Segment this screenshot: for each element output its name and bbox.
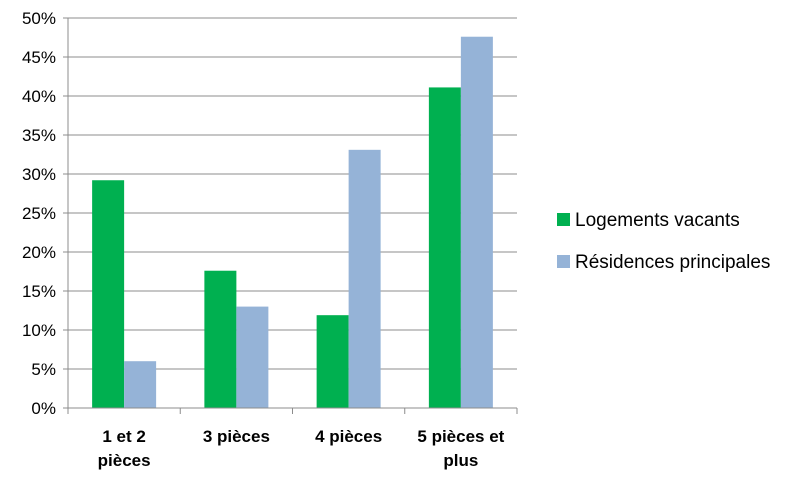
y-axis-tick-labels: 0% 5% 10% 15% 20% 25% 30% 35% 40% 45% 50% xyxy=(22,9,56,418)
bar-residences-principales xyxy=(348,149,381,408)
x-axis-category-labels: 1 et 2 pièces 3 pièces 4 pièces 5 pièces et p… xyxy=(98,427,505,470)
y-tick-label: 50% xyxy=(22,9,56,28)
bar-residences-principales xyxy=(236,306,269,408)
x-category-label: 1 et 2 pièces xyxy=(98,427,151,470)
y-tick-label: 10% xyxy=(22,321,56,340)
y-tick-label: 35% xyxy=(22,126,56,145)
x-category-label: 5 pièces et plus xyxy=(417,427,504,470)
bars xyxy=(92,36,493,409)
y-tick-label: 25% xyxy=(22,204,56,223)
legend-swatch xyxy=(557,255,570,268)
x-category-label: 4 pièces xyxy=(315,427,382,446)
bar-logements-vacants xyxy=(428,87,461,409)
axes xyxy=(63,17,518,414)
legend-label: Logements vacants xyxy=(575,210,740,231)
y-tick-label: 15% xyxy=(22,282,56,301)
bar-logements-vacants xyxy=(316,315,349,408)
legend-label: Résidences principales xyxy=(575,252,770,273)
y-tick-label: 0% xyxy=(31,399,56,418)
y-tick-label: 5% xyxy=(31,360,56,379)
x-category-label: 3 pièces xyxy=(203,427,270,446)
y-tick-label: 40% xyxy=(22,87,56,106)
y-tick-label: 20% xyxy=(22,243,56,262)
legend-swatch xyxy=(557,213,570,226)
gridlines xyxy=(68,17,517,370)
bar-logements-vacants xyxy=(92,180,125,408)
y-tick-label: 45% xyxy=(22,48,56,67)
bar-residences-principales xyxy=(460,36,493,408)
y-tick-label: 30% xyxy=(22,165,56,184)
bar-residences-principales xyxy=(124,361,157,408)
legend: Logements vacants Résidences principales xyxy=(557,210,770,273)
bar-logements-vacants xyxy=(204,270,237,408)
